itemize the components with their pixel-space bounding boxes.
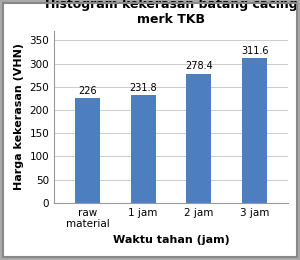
Bar bbox=[130, 95, 156, 203]
X-axis label: Waktu tahan (jam): Waktu tahan (jam) bbox=[112, 235, 230, 245]
Bar bbox=[75, 98, 100, 203]
Text: 231.8: 231.8 bbox=[129, 83, 157, 93]
Title: Histogram kekerasan batang cacing
merk TKB: Histogram kekerasan batang cacing merk T… bbox=[45, 0, 297, 26]
Bar bbox=[242, 58, 267, 203]
Text: 311.6: 311.6 bbox=[241, 46, 268, 56]
Y-axis label: Harga kekerasan (VHN): Harga kekerasan (VHN) bbox=[14, 43, 24, 191]
Text: 226: 226 bbox=[78, 86, 97, 96]
Bar bbox=[186, 74, 212, 203]
Text: 278.4: 278.4 bbox=[185, 61, 213, 71]
